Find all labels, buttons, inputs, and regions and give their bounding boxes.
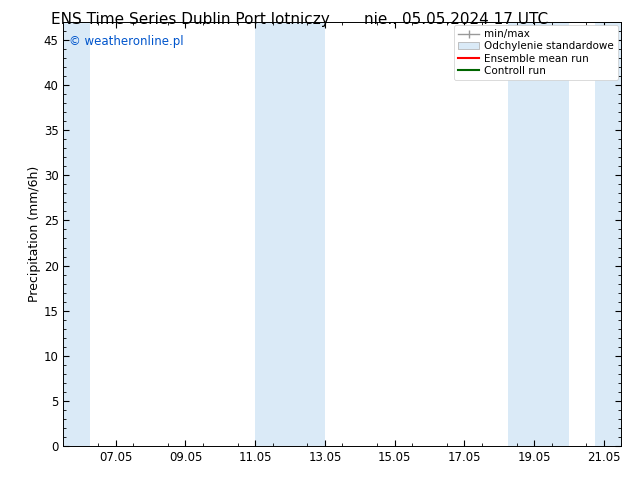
Text: © weatheronline.pl: © weatheronline.pl — [69, 35, 184, 48]
Legend: min/max, Odchylenie standardowe, Ensemble mean run, Controll run: min/max, Odchylenie standardowe, Ensembl… — [454, 25, 618, 80]
Bar — [63, 22, 89, 446]
Bar — [508, 22, 534, 446]
Y-axis label: Precipitation (mm/6h): Precipitation (mm/6h) — [28, 166, 41, 302]
Bar — [290, 22, 325, 446]
Text: nie.. 05.05.2024 17 UTC: nie.. 05.05.2024 17 UTC — [365, 12, 548, 27]
Text: ENS Time Series Dublin Port lotniczy: ENS Time Series Dublin Port lotniczy — [51, 12, 330, 27]
Bar — [255, 22, 290, 446]
Bar — [534, 22, 569, 446]
Bar — [595, 22, 621, 446]
